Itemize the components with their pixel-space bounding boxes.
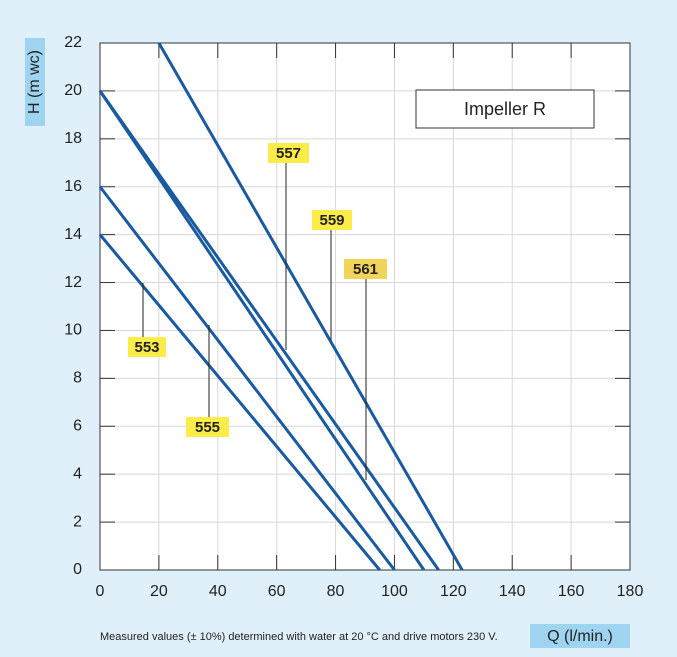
curve <box>98 90 440 571</box>
y-tick-label: 10 <box>64 322 82 339</box>
x-tick-label: 40 <box>209 583 227 600</box>
y-tick-label: 8 <box>73 370 82 387</box>
series-label: 555 <box>195 419 220 436</box>
curve <box>157 42 464 571</box>
footnote: Measured values (± 10%) determined with … <box>100 631 498 643</box>
plot-frame <box>99 42 631 571</box>
x-tick-label: 60 <box>268 583 286 600</box>
x-tick-label: 100 <box>381 583 408 600</box>
label-box <box>344 259 387 279</box>
y-tick-label: 4 <box>73 465 82 482</box>
curve <box>98 185 396 571</box>
y-tick-label: 20 <box>64 82 82 99</box>
curve <box>98 233 381 571</box>
x-label-box <box>530 624 630 648</box>
x-tick-label: 160 <box>558 583 585 600</box>
y-tick-label: 18 <box>64 130 82 147</box>
x-tick-label: 120 <box>440 583 467 600</box>
series-label: 553 <box>134 339 159 356</box>
y-tick-label: 0 <box>73 561 82 578</box>
y-tick-label: 2 <box>73 513 82 530</box>
label-box <box>186 417 229 437</box>
series-label: 561 <box>353 261 378 278</box>
x-tick-label: 80 <box>327 583 345 600</box>
curve <box>98 90 426 571</box>
y-tick-label: 16 <box>64 178 82 195</box>
series-label: 559 <box>319 212 344 229</box>
annotation-box <box>415 89 595 129</box>
label-box <box>312 210 352 230</box>
y-axis-label: H (m wc) <box>26 50 43 114</box>
x-tick-label: 20 <box>150 583 168 600</box>
y-tick-label: 22 <box>64 34 82 51</box>
x-tick-label: 180 <box>617 583 644 600</box>
x-axis-label: Q (l/min.) <box>547 628 613 645</box>
annotation: Impeller R <box>464 99 546 119</box>
y-tick-label: 14 <box>64 226 82 243</box>
y-tick-label: 12 <box>64 274 82 291</box>
series-label: 557 <box>276 145 301 162</box>
label-box <box>128 337 166 357</box>
x-tick-label: 140 <box>499 583 526 600</box>
y-label-box <box>25 38 45 126</box>
x-tick-label: 0 <box>96 583 105 600</box>
y-tick-label: 6 <box>73 417 82 434</box>
label-box <box>268 143 309 163</box>
